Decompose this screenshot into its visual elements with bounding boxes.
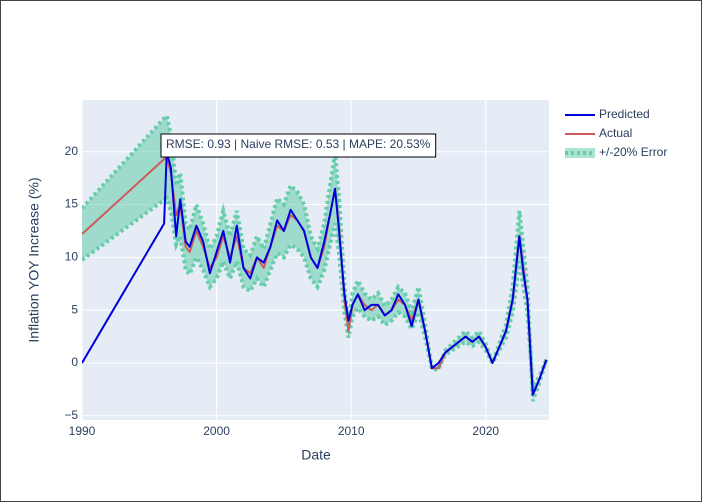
annotation: RMSE: 0.93 | Naive RMSE: 0.53 | MAPE: 20…: [160, 133, 437, 158]
plot: [82, 111, 549, 402]
x-tick-label: 2020: [472, 424, 499, 438]
legend-label: +/-20% Error: [599, 145, 667, 159]
x-tick-label: 1990: [69, 424, 96, 438]
annotation-box: [160, 133, 437, 158]
y-tick-label: 0: [71, 355, 78, 369]
annotation-text: RMSE: 0.93 | Naive RMSE: 0.53 | MAPE: 20…: [166, 137, 431, 151]
y-tick-label: 20: [65, 144, 79, 158]
x-tick-label: 2010: [338, 424, 365, 438]
y-tick-label: 10: [65, 250, 79, 264]
x-tick-label: 2000: [203, 424, 230, 438]
y-tick-label: −5: [64, 408, 78, 422]
legend-label: Predicted: [599, 107, 650, 121]
error-band-upper: [82, 111, 549, 402]
x-axis-title: Date: [301, 447, 331, 463]
series-line: [82, 150, 548, 396]
y-tick-label: 15: [65, 197, 79, 211]
y-tick-label: 5: [71, 302, 78, 316]
error-band-lower: [82, 195, 549, 396]
error-band-fill: [82, 115, 547, 401]
legend-label: Actual: [599, 126, 632, 140]
y-axis-title: Inflation YOY Increase (%): [26, 177, 42, 342]
